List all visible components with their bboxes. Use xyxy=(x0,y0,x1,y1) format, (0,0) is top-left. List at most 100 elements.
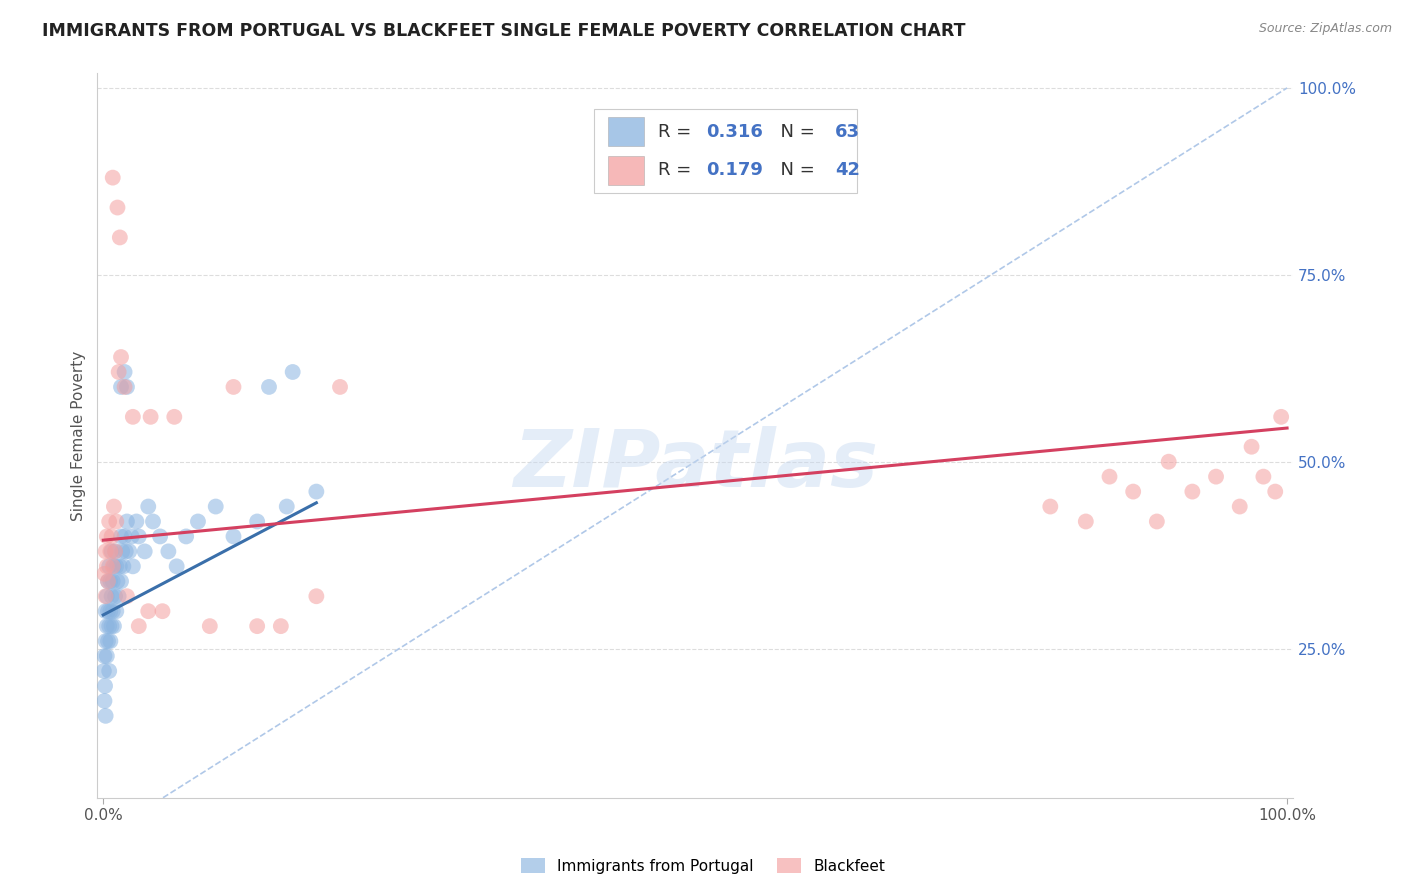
Point xyxy=(100,619,122,633)
Point xyxy=(114,529,136,543)
Point xyxy=(1229,500,1251,514)
Point xyxy=(257,380,280,394)
Point xyxy=(110,350,132,364)
Point xyxy=(111,544,134,558)
Point xyxy=(97,634,120,648)
Point xyxy=(103,559,125,574)
Point xyxy=(98,619,121,633)
Text: 0.179: 0.179 xyxy=(706,161,763,179)
Point xyxy=(121,529,143,543)
Point xyxy=(105,604,128,618)
Point xyxy=(246,619,269,633)
Point xyxy=(166,559,188,574)
Point xyxy=(108,559,131,574)
Point xyxy=(97,574,120,589)
Point xyxy=(100,589,122,603)
Point xyxy=(1253,469,1275,483)
Point xyxy=(136,500,159,514)
Point xyxy=(97,604,120,618)
Point xyxy=(118,544,141,558)
Point xyxy=(93,694,115,708)
Point xyxy=(115,380,138,394)
Point xyxy=(125,515,148,529)
Point xyxy=(246,515,269,529)
Point xyxy=(142,515,165,529)
Point xyxy=(101,170,124,185)
Point xyxy=(198,619,221,633)
Text: IMMIGRANTS FROM PORTUGAL VS BLACKFEET SINGLE FEMALE POVERTY CORRELATION CHART: IMMIGRANTS FROM PORTUGAL VS BLACKFEET SI… xyxy=(42,22,966,40)
Point xyxy=(163,409,186,424)
Point xyxy=(98,559,121,574)
Point xyxy=(1122,484,1144,499)
Point xyxy=(100,634,122,648)
Legend: Immigrants from Portugal, Blackfeet: Immigrants from Portugal, Blackfeet xyxy=(515,852,891,880)
Point xyxy=(121,559,143,574)
Point xyxy=(1264,484,1286,499)
Point xyxy=(112,559,135,574)
Text: 42: 42 xyxy=(835,161,860,179)
Point xyxy=(94,604,117,618)
Point xyxy=(104,589,127,603)
Point xyxy=(96,589,118,603)
Point xyxy=(96,529,118,543)
Point xyxy=(1098,469,1121,483)
Y-axis label: Single Female Poverty: Single Female Poverty xyxy=(72,351,86,521)
Text: 0.316: 0.316 xyxy=(706,123,763,141)
Point xyxy=(94,709,117,723)
Point xyxy=(121,409,143,424)
Point xyxy=(115,515,138,529)
Point xyxy=(136,604,159,618)
Point xyxy=(98,515,121,529)
FancyBboxPatch shape xyxy=(607,155,644,185)
Point xyxy=(93,566,115,581)
Point xyxy=(100,574,122,589)
Point xyxy=(101,559,124,574)
Point xyxy=(1039,500,1062,514)
Point xyxy=(104,544,127,558)
Point xyxy=(276,500,298,514)
FancyBboxPatch shape xyxy=(593,109,856,193)
Point xyxy=(1157,455,1180,469)
Point xyxy=(1205,469,1227,483)
Text: R =: R = xyxy=(658,161,697,179)
Text: N =: N = xyxy=(769,123,821,141)
Point xyxy=(204,500,226,514)
Point xyxy=(114,544,136,558)
Point xyxy=(100,544,122,558)
Point xyxy=(93,664,115,678)
Text: Source: ZipAtlas.com: Source: ZipAtlas.com xyxy=(1258,22,1392,36)
Point xyxy=(107,201,129,215)
Point xyxy=(110,529,132,543)
Point xyxy=(1074,515,1097,529)
Point xyxy=(281,365,304,379)
Point xyxy=(174,529,197,543)
Point xyxy=(101,604,124,618)
Point xyxy=(139,409,162,424)
Point xyxy=(1146,515,1168,529)
Point xyxy=(100,529,122,543)
Point xyxy=(329,380,352,394)
Point xyxy=(104,544,127,558)
Point xyxy=(152,604,174,618)
Point xyxy=(114,365,136,379)
Point xyxy=(149,529,172,543)
Point xyxy=(96,648,118,663)
Point xyxy=(128,619,150,633)
Point xyxy=(103,619,125,633)
Point xyxy=(222,380,245,394)
Point xyxy=(305,589,328,603)
Point xyxy=(100,604,122,618)
Point xyxy=(98,664,121,678)
Point xyxy=(94,544,117,558)
Point xyxy=(107,365,129,379)
Point xyxy=(93,648,115,663)
Point xyxy=(270,619,292,633)
Point xyxy=(101,574,124,589)
Point xyxy=(110,380,132,394)
Point xyxy=(96,559,118,574)
Text: N =: N = xyxy=(769,161,821,179)
Point xyxy=(94,634,117,648)
Point xyxy=(97,574,120,589)
Point xyxy=(222,529,245,543)
Point xyxy=(1181,484,1204,499)
